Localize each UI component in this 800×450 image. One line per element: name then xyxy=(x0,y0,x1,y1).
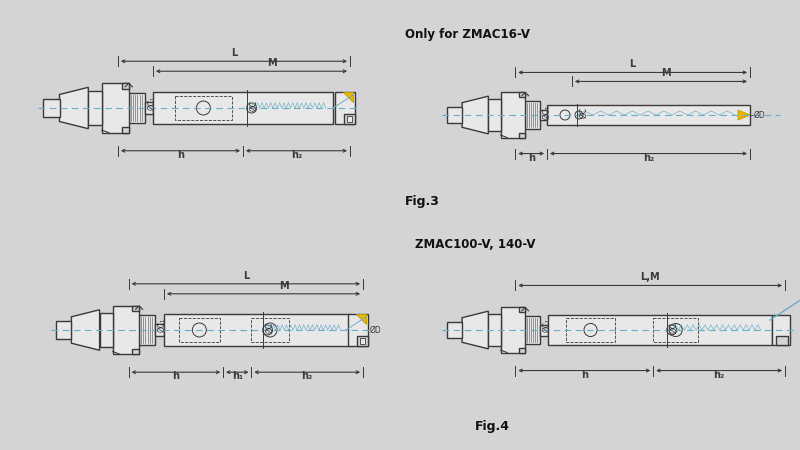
Bar xyxy=(518,307,526,312)
Text: L,M: L,M xyxy=(640,272,660,283)
Bar xyxy=(346,116,352,122)
Bar xyxy=(129,93,145,123)
Bar xyxy=(526,101,540,129)
Polygon shape xyxy=(462,96,488,134)
Text: M: M xyxy=(661,68,671,78)
Text: ØC₁: ØC₁ xyxy=(147,96,156,110)
Text: L: L xyxy=(231,48,237,58)
Polygon shape xyxy=(343,92,353,102)
Bar xyxy=(518,92,526,97)
Bar xyxy=(547,105,750,125)
Bar xyxy=(566,318,615,342)
Bar xyxy=(122,127,129,133)
Text: h₁: h₁ xyxy=(232,371,243,381)
Text: Fig.4: Fig.4 xyxy=(475,420,510,433)
Bar xyxy=(99,313,113,346)
Text: ØD: ØD xyxy=(754,111,766,120)
Bar xyxy=(772,315,790,345)
Text: h: h xyxy=(581,369,588,379)
Polygon shape xyxy=(738,110,750,120)
Text: ZMAC100-V, 140-V: ZMAC100-V, 140-V xyxy=(415,238,535,251)
Bar xyxy=(122,83,129,89)
Bar xyxy=(139,315,155,345)
Bar xyxy=(488,315,501,346)
Polygon shape xyxy=(71,310,99,350)
Bar xyxy=(518,348,526,352)
Text: L: L xyxy=(242,271,249,281)
Bar xyxy=(43,99,59,117)
Text: ØC₁: ØC₁ xyxy=(542,105,551,119)
Bar xyxy=(344,114,355,124)
Text: ØC: ØC xyxy=(250,100,258,111)
Bar xyxy=(501,307,526,352)
Text: h₂: h₂ xyxy=(643,153,654,162)
Text: M: M xyxy=(278,281,288,291)
Bar xyxy=(540,110,547,120)
Bar xyxy=(179,318,220,342)
Text: h₂: h₂ xyxy=(714,369,725,379)
Bar xyxy=(155,324,164,336)
Bar xyxy=(348,314,368,346)
Text: h: h xyxy=(177,150,184,160)
Bar xyxy=(113,306,139,354)
Bar xyxy=(654,318,698,342)
Bar xyxy=(548,315,772,345)
Bar xyxy=(776,336,788,345)
Text: ØC: ØC xyxy=(579,107,588,118)
Bar xyxy=(518,133,526,138)
Text: ØC: ØC xyxy=(670,322,678,333)
Bar xyxy=(145,102,153,114)
Polygon shape xyxy=(59,87,88,129)
Polygon shape xyxy=(356,314,366,324)
Bar xyxy=(251,318,289,342)
Bar xyxy=(164,314,350,346)
Text: Only for ZMAC16-V: Only for ZMAC16-V xyxy=(405,28,530,41)
Polygon shape xyxy=(462,311,488,349)
Text: ØC: ØC xyxy=(266,322,274,333)
Bar xyxy=(102,83,129,133)
Bar xyxy=(360,338,366,344)
Bar xyxy=(501,92,526,138)
Bar xyxy=(447,322,462,338)
Text: ØD: ØD xyxy=(370,325,382,334)
Bar xyxy=(153,92,333,124)
Text: L: L xyxy=(630,59,636,69)
Bar xyxy=(132,306,139,311)
Text: h₂: h₂ xyxy=(291,150,302,160)
Text: h: h xyxy=(172,371,179,381)
Bar xyxy=(526,316,540,344)
Text: M: M xyxy=(266,58,276,68)
Bar xyxy=(488,99,501,130)
Bar xyxy=(335,92,355,124)
Text: ØC₁: ØC₁ xyxy=(542,318,551,332)
Bar xyxy=(540,324,548,336)
Bar xyxy=(55,321,71,339)
Text: h₂: h₂ xyxy=(302,371,313,381)
Bar xyxy=(88,91,102,125)
Text: Fig.3: Fig.3 xyxy=(405,195,440,208)
Bar xyxy=(357,337,368,346)
Bar xyxy=(447,107,462,123)
Text: ØC₁: ØC₁ xyxy=(157,318,166,332)
Text: h: h xyxy=(528,153,534,162)
Bar xyxy=(174,95,232,121)
Bar xyxy=(132,349,139,354)
